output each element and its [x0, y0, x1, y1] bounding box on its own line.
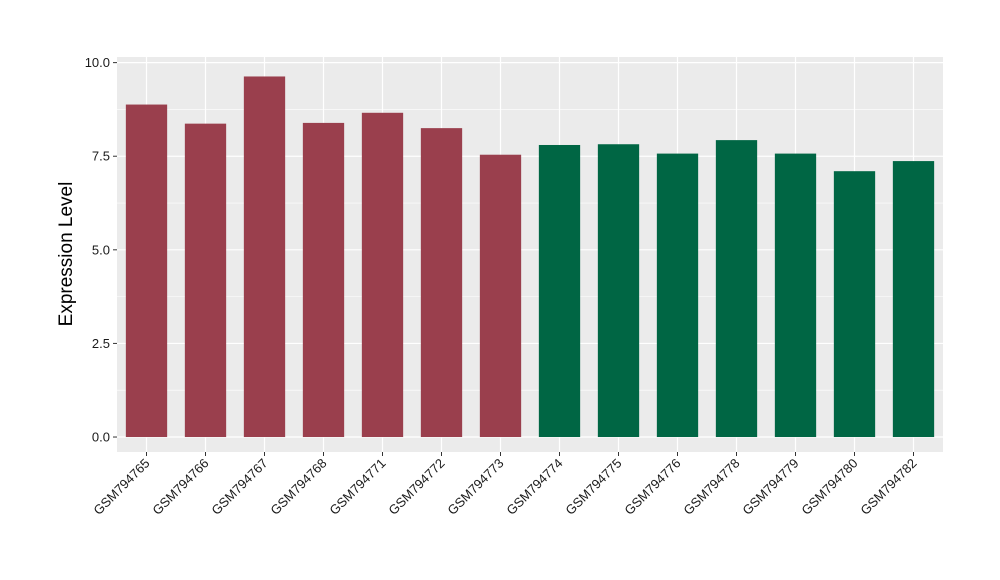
bar [302, 122, 345, 438]
bar [125, 104, 168, 438]
x-tick-label: GSM794775 [562, 456, 624, 518]
bar [420, 128, 463, 438]
bar [243, 76, 286, 438]
bar [892, 161, 935, 438]
bar [774, 153, 817, 438]
bar [479, 154, 522, 438]
y-tick-label: 0.0 [92, 430, 110, 445]
x-tick-label: GSM794765 [90, 456, 152, 518]
plot-panel [117, 57, 943, 452]
bar [656, 153, 699, 438]
x-tick-label: GSM794782 [857, 456, 919, 518]
y-tick-label: 2.5 [92, 336, 110, 351]
x-tick-label: GSM794771 [326, 456, 388, 518]
bar [597, 144, 640, 438]
y-tick-label: 7.5 [92, 149, 110, 164]
x-axis: GSM794765GSM794766GSM794767GSM794768GSM7… [90, 452, 920, 518]
bars [125, 76, 935, 438]
x-tick-label: GSM794768 [267, 456, 329, 518]
y-tick-label: 5.0 [92, 242, 110, 257]
x-tick-label: GSM794780 [798, 456, 860, 518]
x-tick-label: GSM794779 [739, 456, 801, 518]
bar [538, 144, 581, 438]
bar [833, 171, 876, 438]
bar [184, 123, 227, 438]
x-tick-label: GSM794776 [621, 456, 683, 518]
y-axis-title: Expression Level [56, 182, 77, 327]
x-tick-label: GSM794778 [680, 456, 742, 518]
x-tick-label: GSM794772 [385, 456, 447, 518]
bar [361, 112, 404, 438]
y-tick-label: 10.0 [85, 55, 110, 70]
bar [715, 140, 758, 438]
x-tick-label: GSM794766 [149, 456, 211, 518]
x-tick-label: GSM794773 [444, 456, 506, 518]
x-tick-label: GSM794767 [208, 456, 270, 518]
x-tick-label: GSM794774 [503, 456, 565, 518]
y-axis: 0.0 2.5 5.0 7.5 10.0 [85, 55, 117, 445]
